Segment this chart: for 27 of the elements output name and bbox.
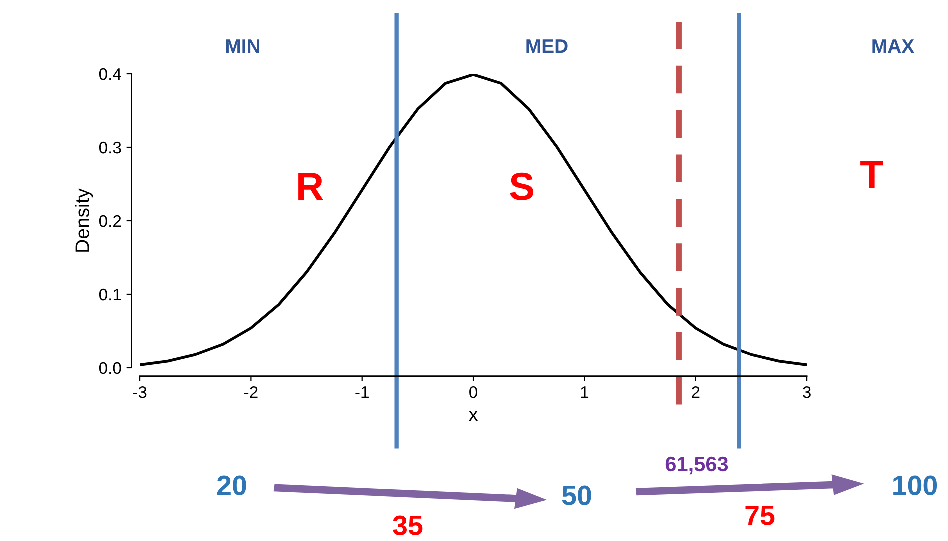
y-tick-label: 0.3 [99,142,122,154]
text: 61,563 [666,456,728,475]
text: 35 [393,516,423,536]
y-tick-label: 0.0 [99,362,122,374]
y-tick-label: 0.2 [99,215,122,228]
x-tick-label: -2 [244,386,258,398]
text: MAX [872,40,914,54]
y-tick-label: 0.4 [99,68,122,80]
y-tick-label: 0.1 [99,288,122,301]
text: 50 [562,486,592,506]
text: 100 [894,476,938,496]
text: MED [526,40,568,54]
annotation: R [298,173,324,200]
line-series [140,74,808,366]
x-tick-label: 1 [581,386,589,398]
text: MIN [226,40,260,54]
x-tick-label: 0 [470,386,478,398]
text: 20 [218,476,246,496]
x-tick-label: -3 [133,386,147,398]
text: 75 [746,506,775,526]
x-tick-label: 2 [692,386,700,398]
x-tick-label: -1 [356,386,369,398]
x-tick-label: 3 [803,386,811,398]
x-axis-title: x [468,410,478,422]
text: T [860,161,884,188]
y-axis-title: Density [75,188,94,252]
annotation: S [510,172,534,200]
